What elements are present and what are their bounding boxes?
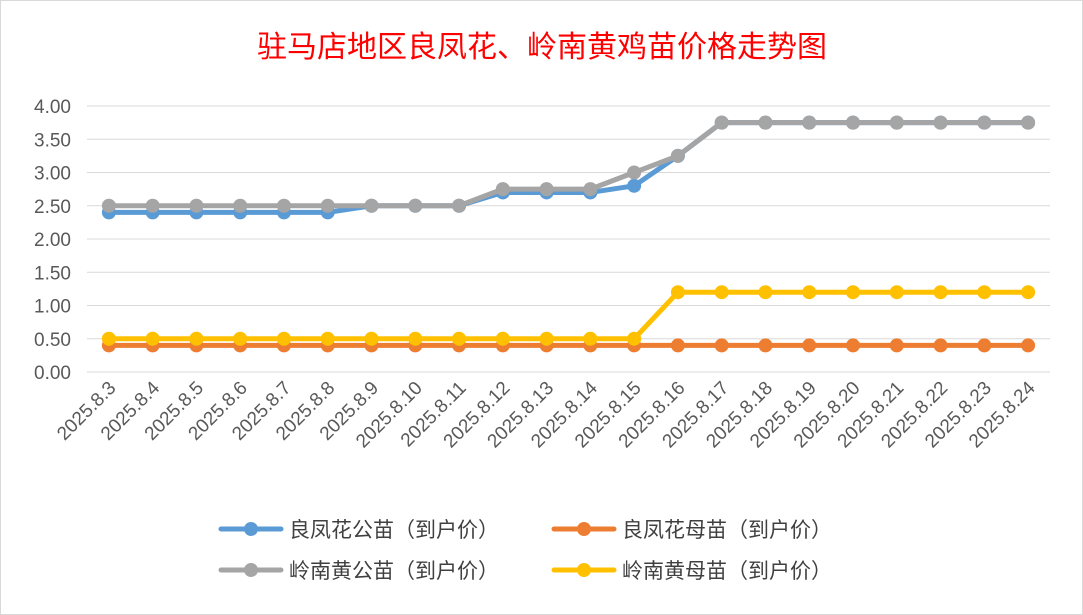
data-point	[101, 331, 116, 346]
data-point	[233, 331, 248, 346]
data-point	[846, 115, 861, 130]
data-point	[889, 338, 904, 353]
data-point	[933, 115, 948, 130]
y-axis-ticks: 0.00 0.50 1.00 1.50 2.00 2.50 3.00 3.50 4.00	[34, 97, 71, 384]
data-point	[977, 285, 992, 300]
legend-item: 岭南黄公苗（到户价）	[218, 559, 499, 583]
data-point	[802, 285, 817, 300]
legend-swatch-marker	[577, 563, 591, 577]
data-point	[539, 331, 554, 346]
data-point	[1021, 115, 1036, 130]
data-point	[627, 331, 642, 346]
data-point	[276, 198, 291, 213]
data-point	[101, 198, 116, 213]
data-point	[233, 198, 248, 213]
data-point	[539, 182, 554, 197]
series-3	[101, 115, 1036, 213]
data-point	[495, 331, 510, 346]
data-point	[1021, 285, 1036, 300]
data-point	[977, 338, 992, 353]
data-point	[714, 115, 729, 130]
data-point	[145, 331, 160, 346]
data-point	[670, 148, 685, 163]
x-axis-ticks: 2025.8.32025.8.42025.8.52025.8.62025.8.7…	[53, 377, 1040, 452]
y-tick-label: 1.00	[34, 297, 71, 318]
data-point	[714, 338, 729, 353]
y-tick-label: 0.50	[34, 330, 71, 351]
series-line	[106, 289, 1031, 342]
legend-label: 岭南黄母苗（到户价）	[622, 559, 832, 583]
data-point	[364, 198, 379, 213]
data-point	[408, 198, 423, 213]
data-point	[889, 285, 904, 300]
data-point	[670, 338, 685, 353]
data-point	[758, 285, 773, 300]
gridlines	[87, 105, 1050, 373]
data-point	[189, 331, 204, 346]
data-point	[452, 331, 467, 346]
data-point	[627, 178, 642, 193]
legend-label: 岭南黄公苗（到户价）	[289, 559, 499, 583]
data-point	[714, 285, 729, 300]
data-point	[977, 115, 992, 130]
data-point	[495, 182, 510, 197]
chart-title: 驻马店地区良凤花、岭南黄鸡苗价格走势图	[257, 30, 827, 65]
y-tick-label: 4.00	[34, 97, 71, 118]
data-point	[320, 331, 335, 346]
y-tick-label: 1.50	[34, 263, 71, 284]
legend-item: 岭南黄母苗（到户价）	[551, 559, 832, 583]
data-point	[408, 331, 423, 346]
y-tick-label: 2.50	[34, 197, 71, 218]
series-layer	[101, 115, 1036, 353]
legend-swatch-marker	[244, 522, 258, 536]
y-tick-label: 3.00	[34, 164, 71, 185]
legend-item: 良凤花公苗（到户价）	[218, 518, 499, 542]
data-point	[670, 285, 685, 300]
legend-swatch-marker	[244, 563, 258, 577]
y-tick-label: 3.50	[34, 130, 71, 151]
data-point	[276, 331, 291, 346]
legend-item: 良凤花母苗（到户价）	[551, 518, 832, 542]
data-point	[189, 198, 204, 213]
y-tick-label: 2.00	[34, 230, 71, 251]
data-point	[802, 338, 817, 353]
data-point	[583, 331, 598, 346]
legend-label: 良凤花母苗（到户价）	[622, 518, 832, 542]
data-point	[627, 165, 642, 180]
series-4	[101, 285, 1036, 346]
data-point	[320, 198, 335, 213]
data-point	[758, 338, 773, 353]
data-point	[452, 198, 467, 213]
data-point	[583, 182, 598, 197]
data-point	[145, 198, 160, 213]
data-point	[758, 115, 773, 130]
y-tick-label: 0.00	[34, 363, 71, 384]
data-point	[364, 331, 379, 346]
series-line	[106, 120, 1031, 215]
data-point	[1021, 338, 1036, 353]
series-line	[106, 120, 1031, 209]
data-point	[889, 115, 904, 130]
data-point	[846, 285, 861, 300]
data-point	[933, 338, 948, 353]
data-point	[846, 338, 861, 353]
data-point	[802, 115, 817, 130]
legend-label: 良凤花公苗（到户价）	[289, 518, 499, 542]
data-point	[933, 285, 948, 300]
legend: 良凤花公苗（到户价） 良凤花母苗（到户价） 岭南黄公苗（到户价） 岭南黄母苗（到户价）	[218, 518, 832, 583]
legend-swatch-marker	[577, 522, 591, 536]
